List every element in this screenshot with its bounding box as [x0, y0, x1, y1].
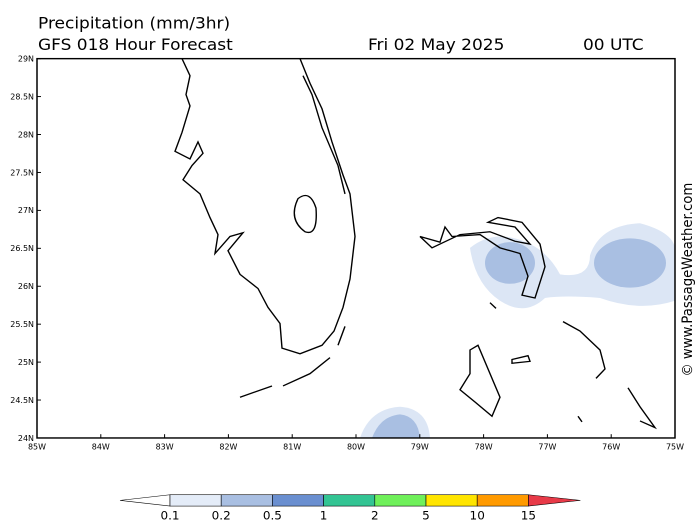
- watermark: © www.PassageWeather.com: [680, 183, 696, 377]
- lon-label: 80W: [347, 443, 365, 452]
- lat-label: 25.5N: [10, 320, 34, 329]
- colorbar-box: [272, 494, 324, 507]
- lat-label: 28.5N: [10, 93, 34, 102]
- lat-label: 24.5N: [10, 396, 34, 405]
- lat-label: 26.5N: [10, 244, 34, 253]
- lat-label: 24N: [18, 434, 34, 443]
- colorbar-label: 0.1: [160, 509, 179, 523]
- colorbar-label: 15: [521, 509, 536, 523]
- colorbar-label: 1: [320, 509, 328, 523]
- date: Fri 02 May 2025: [368, 36, 504, 54]
- title: Precipitation (mm/3hr): [38, 14, 230, 32]
- lon-label: 85W: [28, 443, 46, 452]
- colorbar-box: [476, 494, 529, 507]
- precip: [360, 223, 675, 438]
- colorbar-box: [425, 494, 478, 507]
- lon-label: 79W: [411, 443, 429, 452]
- colorbar-label: 0.2: [212, 509, 231, 523]
- coastline: [174, 58, 658, 430]
- map-frame: [36, 57, 676, 439]
- lat-label: 28N: [18, 131, 34, 140]
- colorbar-label: 0.5: [263, 509, 282, 523]
- lat-label: 27N: [18, 206, 34, 215]
- lat-label: 29N: [18, 55, 34, 64]
- colorbar-label: 10: [470, 509, 485, 523]
- lon-label: 78W: [475, 443, 493, 452]
- colorbar-box: [323, 494, 376, 507]
- subtitle: GFS 018 Hour Forecast: [38, 36, 233, 54]
- lon-label: 82W: [219, 443, 237, 452]
- colorbar-low: [119, 494, 171, 507]
- lon-label: 76W: [602, 443, 620, 452]
- colorbar-box: [374, 494, 427, 507]
- colorbar-box: [220, 494, 273, 507]
- colorbar-label: 2: [371, 509, 379, 523]
- time: 00 UTC: [583, 36, 644, 54]
- lon-label: 83W: [156, 443, 174, 452]
- colorbar-label: 5: [422, 509, 430, 523]
- lon-label: 75W: [666, 443, 684, 452]
- lat-label: 27.5N: [10, 168, 34, 177]
- lon-label: 77W: [538, 443, 556, 452]
- colorbar-high: [528, 494, 581, 507]
- lat-label: 26N: [18, 282, 34, 291]
- lat-label: 25N: [18, 358, 34, 367]
- lon-label: 84W: [92, 443, 110, 452]
- lon-label: 81W: [283, 443, 301, 452]
- colorbar-box: [169, 494, 222, 507]
